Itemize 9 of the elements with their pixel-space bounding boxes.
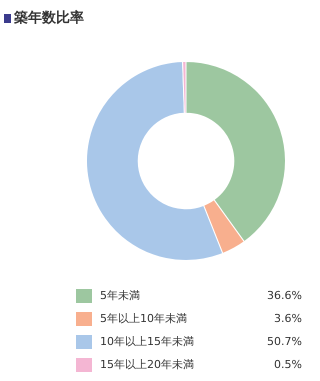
legend-label: 10年以上15年未満 — [100, 334, 195, 349]
data-label: 50.7% — [267, 335, 302, 348]
data-label: 36.6% — [267, 289, 302, 302]
chart-title: 築年数比率 — [14, 9, 84, 27]
legend-label: 15年以上20年未満 — [100, 357, 195, 372]
legend-label: 5年未満 — [100, 288, 141, 303]
legend-label: 5年以上10年未満 — [100, 311, 188, 326]
data-label: 3.6% — [274, 312, 302, 325]
data-label: 0.5% — [274, 358, 302, 371]
